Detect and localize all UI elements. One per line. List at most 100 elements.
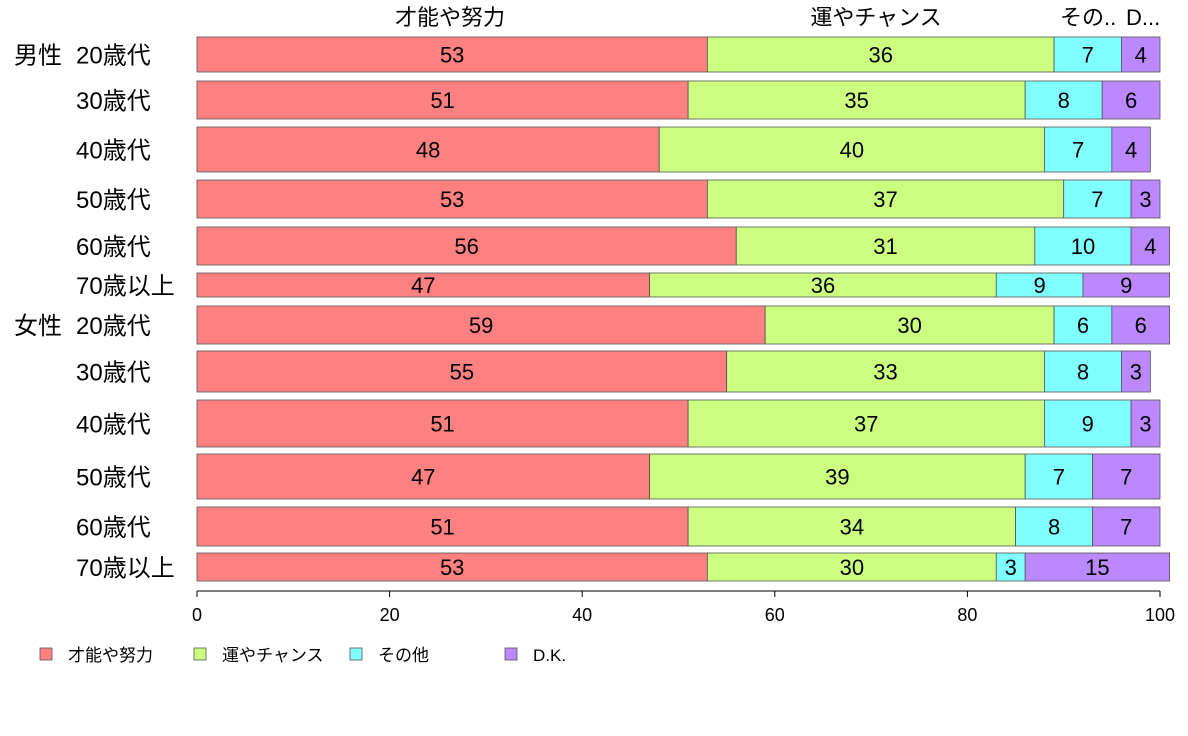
bar-segment [1092, 453, 1161, 500]
legend-swatch [39, 647, 53, 661]
bar-segment [1092, 506, 1161, 547]
bar-value-label: 53 [440, 555, 464, 580]
bar-value-label: 40 [840, 138, 864, 163]
group-label: 男性 [14, 43, 62, 70]
bar-value-label: 55 [450, 360, 474, 385]
bar-value-label: 47 [411, 465, 435, 490]
bar-value-label: 7 [1120, 515, 1132, 540]
bar-segment [1130, 399, 1161, 448]
bar-value-label: 33 [873, 360, 897, 385]
bar-value-label: 7 [1120, 465, 1132, 490]
x-tick-label: 40 [572, 605, 592, 625]
bar-segment [658, 126, 1045, 173]
bar-value-label: 51 [430, 412, 454, 437]
category-label: 70歳以上 [76, 273, 175, 300]
bar-segment [1111, 126, 1151, 173]
bar-value-label: 15 [1085, 555, 1109, 580]
bar-segment [1082, 272, 1171, 298]
category-label: 50歳代 [76, 465, 151, 492]
bar-value-label: 6 [1135, 313, 1147, 338]
top-series-label: 運やチャンス [810, 5, 941, 30]
top-series-label: 才能や努力 [395, 5, 505, 30]
bar-segment [1053, 305, 1113, 345]
category-label: 30歳代 [76, 360, 151, 387]
legend-swatch [193, 647, 207, 661]
legend-label: D.K. [533, 646, 566, 665]
bar-segment [649, 272, 997, 298]
bar-value-label: 8 [1048, 515, 1060, 540]
bar-value-label: 51 [430, 88, 454, 113]
bar-value-label: 30 [840, 555, 864, 580]
bar-segment [196, 552, 708, 582]
bar-value-label: 36 [868, 43, 892, 68]
bar-value-label: 3 [1139, 187, 1151, 212]
bar-value-label: 31 [873, 234, 897, 259]
bar-value-label: 7 [1082, 43, 1094, 68]
bar-value-label: 6 [1077, 313, 1089, 338]
bar-segment [706, 36, 1055, 73]
bar-value-label: 37 [873, 187, 897, 212]
bar-segment [196, 80, 689, 120]
bar-value-label: 4 [1135, 43, 1147, 68]
top-series-label: その.. [1060, 5, 1116, 30]
bar-segment [196, 350, 728, 393]
bar-segment [1111, 305, 1171, 345]
bar-segment [1121, 350, 1151, 393]
bar-value-label: 4 [1125, 138, 1137, 163]
x-tick-label: 0 [192, 605, 202, 625]
bar-segment [196, 126, 660, 173]
bar-segment [1053, 36, 1122, 73]
bar-segment [1044, 350, 1122, 393]
bar-value-label: 35 [844, 88, 868, 113]
bar-segment [687, 399, 1045, 448]
bar-value-label: 3 [1139, 412, 1151, 437]
bar-value-label: 48 [416, 138, 440, 163]
legend-label: 才能や努力 [68, 646, 153, 665]
bar-segment [649, 453, 1026, 500]
bar-segment [995, 552, 1026, 582]
x-tick-label: 20 [380, 605, 400, 625]
bar-value-label: 4 [1144, 234, 1156, 259]
bar-value-label: 9 [1034, 273, 1046, 298]
bar-value-label: 3 [1005, 555, 1017, 580]
legend-swatch [504, 647, 518, 661]
bar-value-label: 7 [1053, 465, 1065, 490]
bar-segment [687, 506, 1016, 547]
category-label: 70歳以上 [76, 555, 175, 582]
bar-segment [1024, 552, 1171, 582]
bar-value-label: 6 [1125, 88, 1137, 113]
bar-segment [196, 36, 708, 73]
category-label: 20歳代 [76, 313, 151, 340]
bar-segment [1024, 453, 1093, 500]
bar-segment [1024, 80, 1103, 120]
bar-value-label: 59 [469, 313, 493, 338]
bar-segment [1034, 226, 1132, 266]
x-tick-label: 100 [1145, 605, 1175, 625]
bar-value-label: 9 [1120, 273, 1132, 298]
category-label: 40歳代 [76, 138, 151, 165]
bar-value-label: 8 [1058, 88, 1070, 113]
bar-segment [196, 226, 737, 266]
bar-value-label: 30 [897, 313, 921, 338]
bar-value-label: 51 [430, 515, 454, 540]
bar-value-label: 8 [1077, 360, 1089, 385]
bar-value-label: 7 [1091, 187, 1103, 212]
x-tick-label: 60 [765, 605, 785, 625]
bar-segment [196, 453, 651, 500]
bar-segment [196, 179, 708, 219]
category-label: 50歳代 [76, 187, 151, 214]
bar-segment [1101, 80, 1161, 120]
bar-value-label: 7 [1072, 138, 1084, 163]
bar-value-label: 9 [1082, 412, 1094, 437]
bar-segment [196, 305, 766, 345]
bar-segment [1044, 399, 1132, 448]
bar-value-label: 10 [1071, 234, 1095, 259]
category-label: 20歳代 [76, 43, 151, 70]
bar-value-label: 53 [440, 43, 464, 68]
category-label: 60歳代 [76, 515, 151, 542]
bar-segment [1015, 506, 1093, 547]
bar-segment [706, 179, 1065, 219]
bar-value-label: 36 [811, 273, 835, 298]
bar-value-label: 47 [411, 273, 435, 298]
